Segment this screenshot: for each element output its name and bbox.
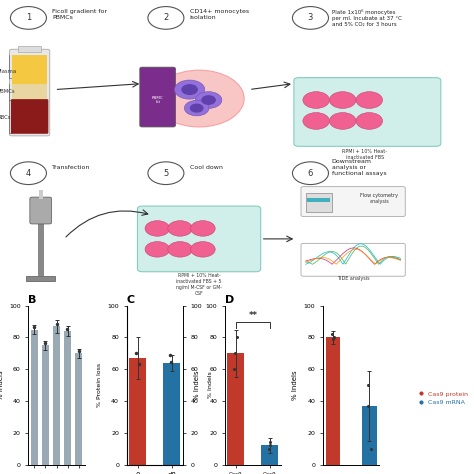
Bar: [129, 358, 146, 465]
Circle shape: [182, 85, 197, 94]
Text: 5: 5: [163, 169, 169, 178]
Text: 2: 2: [163, 13, 169, 22]
Text: PBMCs: PBMCs: [0, 89, 15, 93]
FancyBboxPatch shape: [137, 206, 261, 272]
Text: Plate 1x10⁶ monocytes
per ml. Incubate at 37 °C
and 5% CO₂ for 3 hours: Plate 1x10⁶ monocytes per ml. Incubate a…: [332, 9, 401, 27]
Circle shape: [303, 91, 329, 109]
Circle shape: [148, 7, 184, 29]
Bar: [64, 331, 71, 465]
Circle shape: [329, 113, 356, 129]
Text: TIDE analysis: TIDE analysis: [337, 276, 369, 281]
Circle shape: [202, 96, 215, 104]
Bar: [362, 406, 377, 465]
Text: B: B: [28, 295, 37, 305]
Text: RPMI + 10% Heat-
inactivated FBS: RPMI + 10% Heat- inactivated FBS: [343, 149, 387, 160]
Text: Plasma: Plasma: [0, 69, 17, 74]
Circle shape: [191, 242, 215, 257]
Circle shape: [292, 7, 328, 29]
Circle shape: [174, 80, 205, 99]
Bar: [31, 329, 37, 465]
Circle shape: [10, 162, 46, 184]
Bar: [38, 217, 44, 276]
Circle shape: [145, 221, 170, 236]
Text: Cool down: Cool down: [190, 165, 222, 170]
Bar: [306, 192, 332, 212]
FancyBboxPatch shape: [140, 67, 175, 127]
FancyBboxPatch shape: [294, 78, 441, 146]
Circle shape: [148, 162, 184, 184]
Bar: [262, 446, 278, 465]
Bar: [12, 55, 47, 83]
Text: RPMI + 10% Heat-
inactivated FBS + 5
ng/ml M-CSF or GM-
CSF: RPMI + 10% Heat- inactivated FBS + 5 ng/…: [176, 273, 222, 296]
Y-axis label: % Indels: % Indels: [292, 370, 298, 400]
Y-axis label: % Indels: % Indels: [194, 370, 200, 400]
Text: 4: 4: [26, 169, 31, 178]
Text: Ficoll gradient for
PBMCs: Ficoll gradient for PBMCs: [52, 9, 107, 20]
Bar: [53, 327, 60, 465]
Circle shape: [168, 221, 192, 236]
FancyBboxPatch shape: [30, 197, 52, 224]
FancyBboxPatch shape: [301, 243, 405, 276]
Circle shape: [303, 113, 329, 129]
Text: PBMC
kit: PBMC kit: [152, 96, 164, 104]
Text: Flow cytometry
analysis: Flow cytometry analysis: [360, 193, 398, 204]
Text: 1: 1: [26, 13, 31, 22]
Circle shape: [356, 91, 383, 109]
Circle shape: [292, 162, 328, 184]
Text: 3: 3: [308, 13, 313, 22]
Text: RBCs: RBCs: [0, 116, 11, 120]
Circle shape: [168, 242, 192, 257]
Circle shape: [10, 7, 46, 29]
Text: CD14+ monocytes
isolation: CD14+ monocytes isolation: [190, 9, 249, 20]
Circle shape: [184, 100, 209, 116]
FancyBboxPatch shape: [11, 99, 48, 134]
Circle shape: [191, 221, 215, 236]
Bar: [75, 354, 82, 465]
FancyBboxPatch shape: [9, 49, 50, 136]
Text: 6: 6: [308, 169, 313, 178]
Bar: [163, 363, 180, 465]
Text: **: **: [248, 311, 257, 320]
Circle shape: [154, 70, 244, 127]
Circle shape: [191, 104, 203, 112]
Bar: [326, 337, 340, 465]
Circle shape: [329, 91, 356, 109]
Y-axis label: % Indels: % Indels: [0, 370, 4, 400]
Bar: [18, 46, 41, 52]
Bar: [42, 346, 49, 465]
Legend: Cas9 protein, Cas9 mRNA: Cas9 protein, Cas9 mRNA: [416, 389, 471, 408]
Circle shape: [356, 113, 383, 129]
Text: Transfection: Transfection: [52, 165, 91, 170]
Bar: [228, 354, 245, 465]
Bar: [12, 83, 47, 100]
FancyBboxPatch shape: [301, 187, 405, 217]
Bar: [307, 198, 330, 201]
Text: D: D: [225, 295, 234, 305]
Text: C: C: [127, 295, 135, 305]
Y-axis label: % Protein loss: % Protein loss: [97, 363, 102, 407]
Circle shape: [195, 91, 222, 109]
Bar: [26, 276, 55, 281]
Text: Downstream
analysis or
functional assays: Downstream analysis or functional assays: [332, 159, 386, 175]
Y-axis label: % Indels: % Indels: [208, 372, 213, 399]
Bar: [39, 190, 43, 199]
Circle shape: [145, 242, 170, 257]
